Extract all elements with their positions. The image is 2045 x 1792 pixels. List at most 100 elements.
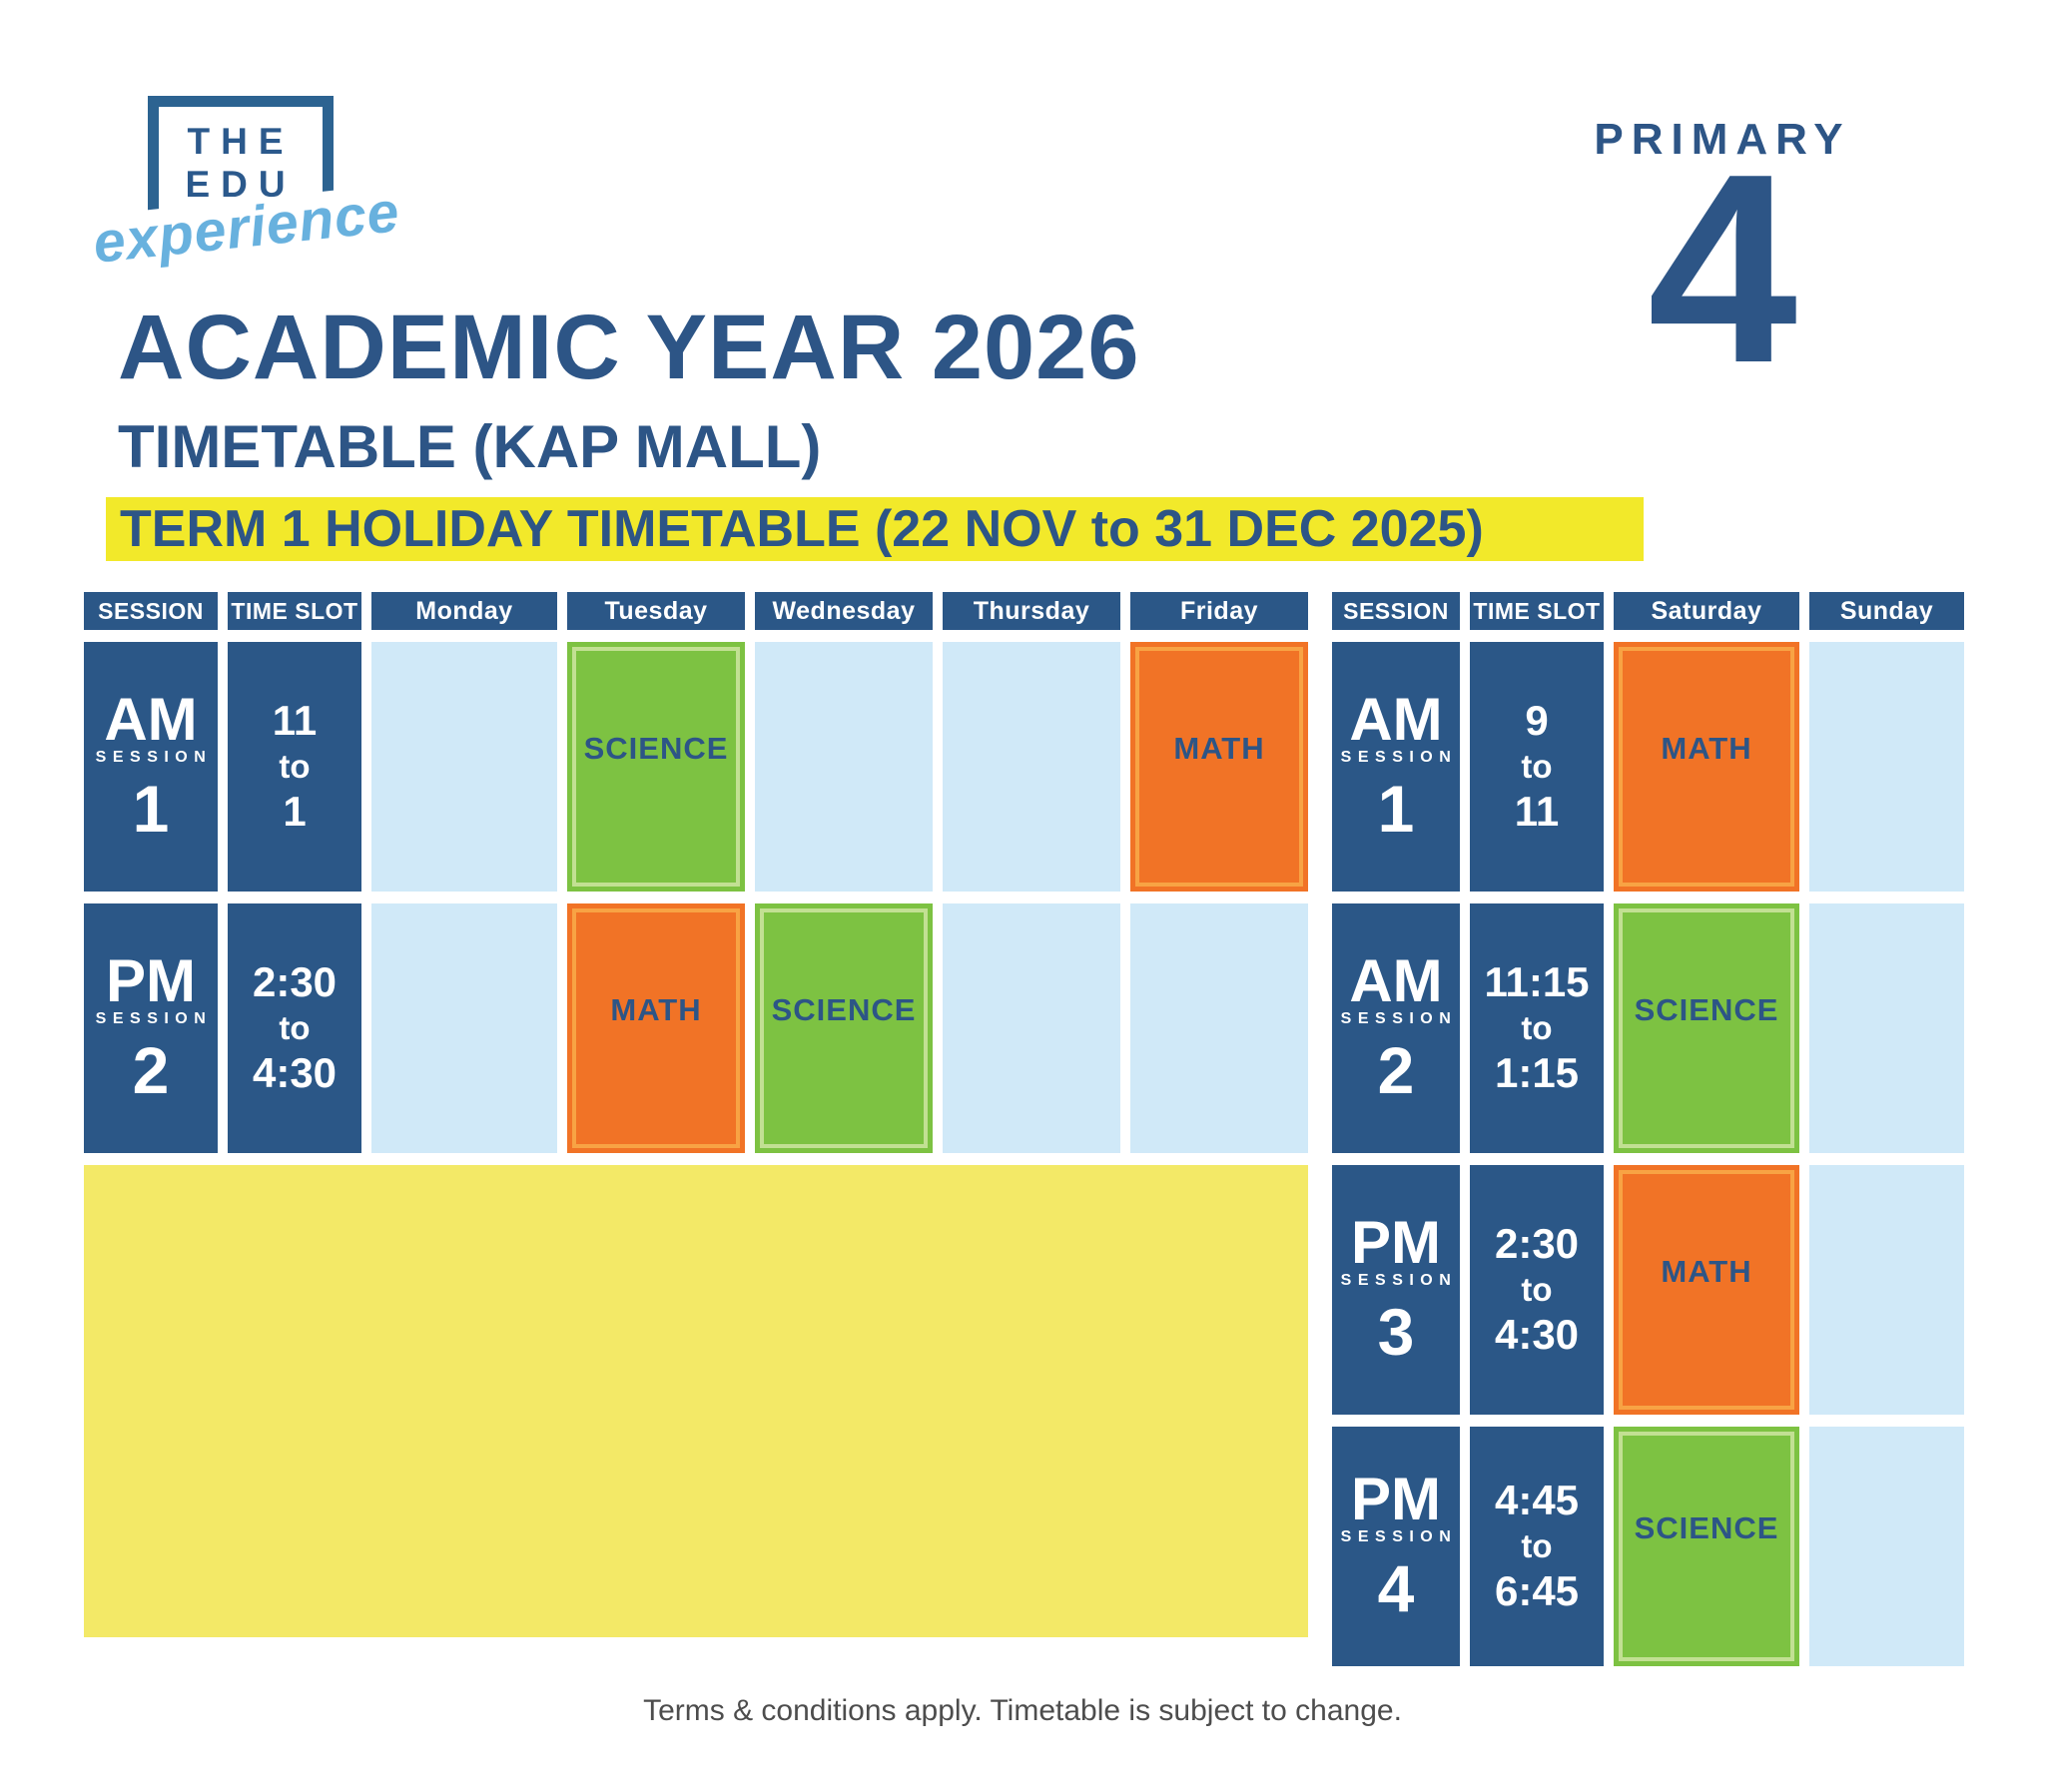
class-cell-saturday-math-pm3: MATH — [1614, 1165, 1799, 1415]
empty-cell-thursday-pm2 — [943, 903, 1120, 1153]
logo-script-experience: experience — [84, 180, 408, 276]
time-to: to — [279, 1008, 311, 1046]
time-cell-9-to-11: 9 to 11 — [1470, 642, 1604, 892]
time-start: 11:15 — [1484, 958, 1590, 1006]
level-number: 4 — [1647, 119, 1798, 419]
session-period: AM — [1349, 946, 1443, 1014]
session-cell-pm2-left: PM SESSION 2 — [84, 903, 218, 1153]
session-word: SESSION — [95, 1009, 213, 1027]
subject-label: SCIENCE — [1634, 1510, 1779, 1545]
time-cell-11-to-1: 11 to 1 — [228, 642, 361, 892]
session-period: AM — [104, 685, 198, 753]
session-cell-am2-right: AM SESSION 2 — [1332, 903, 1460, 1153]
terms-note: Terms & conditions apply. Timetable is s… — [643, 1694, 1402, 1727]
session-period: PM — [106, 946, 196, 1014]
session-word: SESSION — [1340, 1009, 1458, 1027]
timetable-grid: SESSION TIME SLOT Monday Tuesday Wednesd… — [84, 592, 1964, 1666]
level-badge: PRIMARY 4 — [1588, 115, 1857, 419]
subject-label: SCIENCE — [583, 731, 729, 766]
subtitle-location: (KAP MALL) — [472, 413, 822, 480]
session-cell-am1-right: AM SESSION 1 — [1332, 642, 1460, 892]
session-word: SESSION — [1340, 1527, 1458, 1545]
empty-cell-sunday-pm3 — [1809, 1165, 1964, 1415]
session-number: 2 — [1377, 1032, 1415, 1107]
session-period: AM — [1349, 685, 1443, 753]
header-wednesday: Wednesday — [755, 592, 933, 630]
edu-experience-logo: THE EDU experience — [84, 72, 414, 301]
time-end: 4:30 — [1494, 1311, 1580, 1359]
class-cell-saturday-math-am1: MATH — [1614, 642, 1799, 892]
class-cell-friday-math: MATH — [1130, 642, 1308, 892]
class-cell-wednesday-science: SCIENCE — [755, 903, 933, 1153]
header-friday: Friday — [1130, 592, 1308, 630]
session-cell-pm4-right: PM SESSION 4 — [1332, 1427, 1460, 1666]
time-to: to — [279, 747, 311, 785]
class-cell-saturday-science-pm4: SCIENCE — [1614, 1427, 1799, 1666]
time-end: 6:45 — [1494, 1567, 1580, 1615]
header-tuesday: Tuesday — [567, 592, 745, 630]
session-cell-pm3-right: PM SESSION 3 — [1332, 1165, 1460, 1415]
header-monday: Monday — [371, 592, 557, 630]
subject-label: SCIENCE — [771, 992, 917, 1027]
time-to: to — [1521, 1526, 1553, 1564]
empty-cell-sunday-am2 — [1809, 903, 1964, 1153]
no-weekday-sessions-block — [84, 1165, 1308, 1637]
header-timeslot-right: TIME SLOT — [1470, 592, 1604, 630]
time-start: 4:45 — [1494, 1477, 1580, 1524]
time-to: to — [1521, 747, 1553, 785]
time-end: 11 — [1514, 788, 1560, 836]
session-number: 1 — [1377, 771, 1415, 846]
time-start: 9 — [1525, 697, 1549, 745]
header-saturday: Saturday — [1614, 592, 1799, 630]
session-word: SESSION — [95, 748, 213, 766]
header-sunday: Sunday — [1809, 592, 1964, 630]
session-period: PM — [1351, 1465, 1441, 1532]
time-cell-230-to-430-left: 2:30 to 4:30 — [228, 903, 361, 1153]
header-thursday: Thursday — [943, 592, 1120, 630]
header-timeslot-left: TIME SLOT — [228, 592, 361, 630]
subject-label: SCIENCE — [1634, 992, 1779, 1027]
empty-cell-monday-pm2 — [371, 903, 557, 1153]
time-end: 1:15 — [1494, 1049, 1580, 1097]
session-number: 1 — [132, 771, 170, 846]
time-cell-1115-to-115: 11:15 to 1:15 — [1470, 903, 1604, 1153]
header-session-left: SESSION — [84, 592, 218, 630]
time-start: 11 — [272, 697, 318, 745]
time-to: to — [1521, 1008, 1553, 1046]
session-cell-am1-left: AM SESSION 1 — [84, 642, 218, 892]
subject-label: MATH — [1661, 731, 1752, 766]
time-end: 1 — [283, 788, 307, 836]
empty-cell-wednesday-am1 — [755, 642, 933, 892]
class-cell-tuesday-math: MATH — [567, 903, 745, 1153]
logo-line-the: THE — [187, 121, 295, 162]
header-session-right: SESSION — [1332, 592, 1460, 630]
empty-cell-thursday-am1 — [943, 642, 1120, 892]
empty-cell-sunday-am1 — [1809, 642, 1964, 892]
subject-label: MATH — [1661, 1254, 1752, 1289]
level-label: PRIMARY — [1594, 115, 1851, 164]
class-cell-tuesday-science: SCIENCE — [567, 642, 745, 892]
time-start: 2:30 — [1494, 1220, 1580, 1268]
class-cell-saturday-science-am2: SCIENCE — [1614, 903, 1799, 1153]
time-start: 2:30 — [252, 958, 338, 1006]
session-number: 2 — [132, 1032, 170, 1107]
page-subtitle: TIMETABLE (KAP MALL) — [118, 417, 821, 477]
term-banner: TERM 1 HOLIDAY TIMETABLE (22 NOV to 31 D… — [106, 497, 1644, 561]
empty-cell-sunday-pm4 — [1809, 1427, 1964, 1666]
time-to: to — [1521, 1270, 1553, 1308]
session-word: SESSION — [1340, 1271, 1458, 1289]
subtitle-timetable: TIMETABLE — [118, 413, 473, 480]
subject-label: MATH — [1173, 731, 1265, 766]
session-period: PM — [1351, 1208, 1441, 1276]
page-title: ACADEMIC YEAR 2026 — [118, 297, 1140, 398]
empty-cell-monday-am1 — [371, 642, 557, 892]
session-number: 3 — [1377, 1294, 1415, 1369]
empty-cell-friday-pm2 — [1130, 903, 1308, 1153]
time-cell-445-to-645: 4:45 to 6:45 — [1470, 1427, 1604, 1666]
subject-label: MATH — [610, 992, 702, 1027]
time-end: 4:30 — [252, 1049, 338, 1097]
time-cell-230-to-430-right: 2:30 to 4:30 — [1470, 1165, 1604, 1415]
session-word: SESSION — [1340, 748, 1458, 766]
session-number: 4 — [1377, 1550, 1415, 1625]
